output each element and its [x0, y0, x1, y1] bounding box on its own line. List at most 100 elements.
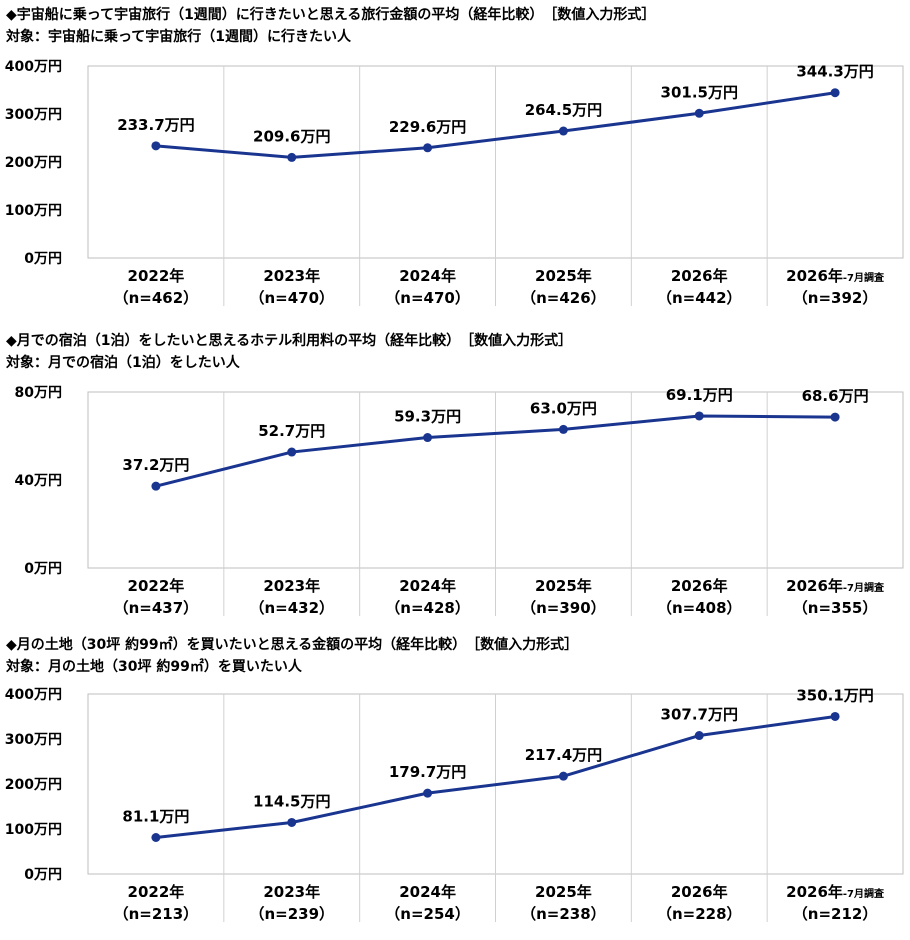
x-category-year: 2022年 [128, 267, 185, 285]
chart-title: ◆月での宿泊（1泊）をしたいと思えるホテル利用料の平均（経年比較） ［数値入力形… [6, 333, 573, 349]
x-category-label: 2024年 [399, 577, 456, 595]
data-label: 69.1万円 [666, 386, 733, 404]
x-category-year: 2026年 [786, 883, 843, 901]
y-tick-label: 200万円 [5, 777, 62, 793]
x-category-label: 2023年 [263, 267, 320, 285]
y-tick-label: 300万円 [5, 732, 62, 748]
y-tick-label: 0万円 [24, 251, 62, 267]
x-category-label: 2024年 [399, 267, 456, 285]
x-sample-size-label: （n=432） [249, 599, 334, 617]
x-category-year: 2025年 [535, 267, 592, 285]
x-sample-size-label: （n=470） [249, 289, 334, 307]
x-sample-size-label: （n=408） [657, 599, 742, 617]
x-category-year: 2024年 [399, 883, 456, 901]
data-point [423, 433, 433, 443]
data-point [423, 788, 433, 798]
x-category-label: 2025年 [535, 883, 592, 901]
x-category-year: 2024年 [399, 577, 456, 595]
y-tick-label: 400万円 [5, 59, 62, 75]
x-sample-size-label: （n=470） [385, 289, 470, 307]
data-label: 37.2万円 [122, 456, 189, 474]
chart-space-travel: 0万円 100万円 200万円 300万円 400万円 2022年 （n=462） 2023年… [5, 59, 904, 307]
x-sample-size-label: （n=428） [385, 599, 470, 617]
data-point [558, 126, 568, 136]
data-point [830, 88, 840, 98]
x-category-label: 2022年 [128, 577, 185, 595]
x-category-year: 2026年 [671, 577, 728, 595]
x-category-label: 2025年 [535, 267, 592, 285]
chart-section-moon-hotel: ◆月での宿泊（1泊）をしたいと思えるホテル利用料の平均（経年比較） ［数値入力形… [0, 326, 910, 626]
data-label: 264.5万円 [525, 101, 602, 119]
x-category-label: 2026年-7月調査 [786, 577, 885, 595]
chart-moon-hotel: 0万円 40万円 80万円 2022年 （n=437） 2023年 （n=432） 2024年… [15, 385, 904, 617]
data-label: 68.6万円 [802, 387, 869, 405]
data-point [287, 817, 297, 827]
data-label: 59.3万円 [394, 408, 461, 426]
x-sample-size-label: （n=238） [521, 905, 606, 923]
x-category-year: 2026年 [671, 883, 728, 901]
data-point [694, 731, 704, 741]
y-tick-label: 100万円 [5, 203, 62, 219]
x-sample-size-label: （n=212） [793, 905, 878, 923]
x-category-label: 2026年-7月調査 [786, 267, 885, 285]
x-sample-size-label: （n=355） [793, 599, 878, 617]
chart-moon-land: 0万円 100万円 200万円 300万円 400万円 2022年 （n=213） 2023年… [5, 686, 904, 923]
x-category-year: 2026年 [786, 577, 843, 595]
y-tick-label: 100万円 [5, 822, 62, 838]
data-label: 81.1万円 [122, 808, 189, 826]
x-category-year: 2023年 [263, 577, 320, 595]
data-point [287, 447, 297, 457]
x-category-label: 2026年 [671, 577, 728, 595]
data-point [694, 108, 704, 118]
chart-title: ◆月の土地（30坪 約99㎡）を買いたいと思える金額の平均（経年比較） ［数値入… [6, 637, 579, 653]
series-line [155, 414, 836, 488]
series-line [155, 714, 836, 839]
series-line [155, 91, 836, 159]
chart-subtitle: 対象：宇宙船に乗って宇宙旅行（1週間）に行きたい人 [6, 29, 352, 45]
data-label: 307.7万円 [661, 706, 738, 724]
data-label: 114.5万円 [253, 792, 330, 810]
data-point [287, 152, 297, 162]
x-category-year: 2022年 [128, 883, 185, 901]
chart-subtitle: 対象：月での宿泊（1泊）をしたい人 [6, 355, 240, 371]
y-tick-label: 0万円 [24, 867, 62, 883]
data-point [558, 424, 568, 434]
data-point [694, 411, 704, 421]
data-label: 233.7万円 [117, 116, 194, 134]
x-category-label: 2023年 [263, 883, 320, 901]
x-category-note: -7月調査 [843, 581, 885, 594]
y-tick-label: 300万円 [5, 107, 62, 123]
x-category-label: 2022年 [128, 883, 185, 901]
data-point [151, 141, 161, 151]
data-point [830, 412, 840, 422]
data-label: 52.7万円 [258, 422, 325, 440]
x-category-label: 2025年 [535, 577, 592, 595]
x-category-year: 2026年 [786, 267, 843, 285]
data-label: 301.5万円 [661, 83, 738, 101]
data-label: 229.6万円 [389, 118, 466, 136]
x-sample-size-label: （n=228） [657, 905, 742, 923]
x-sample-size-label: （n=254） [385, 905, 470, 923]
x-category-label: 2024年 [399, 883, 456, 901]
data-point [151, 833, 161, 843]
data-label: 344.3万円 [796, 63, 873, 81]
x-sample-size-label: （n=426） [521, 289, 606, 307]
chart-title: ◆宇宙船に乗って宇宙旅行（1週間）に行きたいと思える旅行金額の平均（経年比較） … [6, 7, 656, 23]
x-category-note: -7月調査 [843, 271, 885, 284]
chart-section-moon-land: ◆月の土地（30坪 約99㎡）を買いたいと思える金額の平均（経年比較） ［数値入… [0, 630, 910, 940]
data-point [558, 771, 568, 781]
x-sample-size-label: （n=392） [793, 289, 878, 307]
data-label: 350.1万円 [796, 686, 873, 704]
x-category-year: 2025年 [535, 883, 592, 901]
chart-section-space-travel: ◆宇宙船に乗って宇宙旅行（1週間）に行きたいと思える旅行金額の平均（経年比較） … [0, 0, 910, 315]
data-label: 179.7万円 [389, 763, 466, 781]
data-label: 63.0万円 [530, 399, 597, 417]
x-category-label: 2026年-7月調査 [786, 883, 885, 901]
x-category-label: 2023年 [263, 577, 320, 595]
data-point [423, 143, 433, 153]
x-category-year: 2022年 [128, 577, 185, 595]
x-category-label: 2026年 [671, 267, 728, 285]
x-category-year: 2026年 [671, 267, 728, 285]
x-sample-size-label: （n=462） [114, 289, 199, 307]
x-category-label: 2026年 [671, 883, 728, 901]
